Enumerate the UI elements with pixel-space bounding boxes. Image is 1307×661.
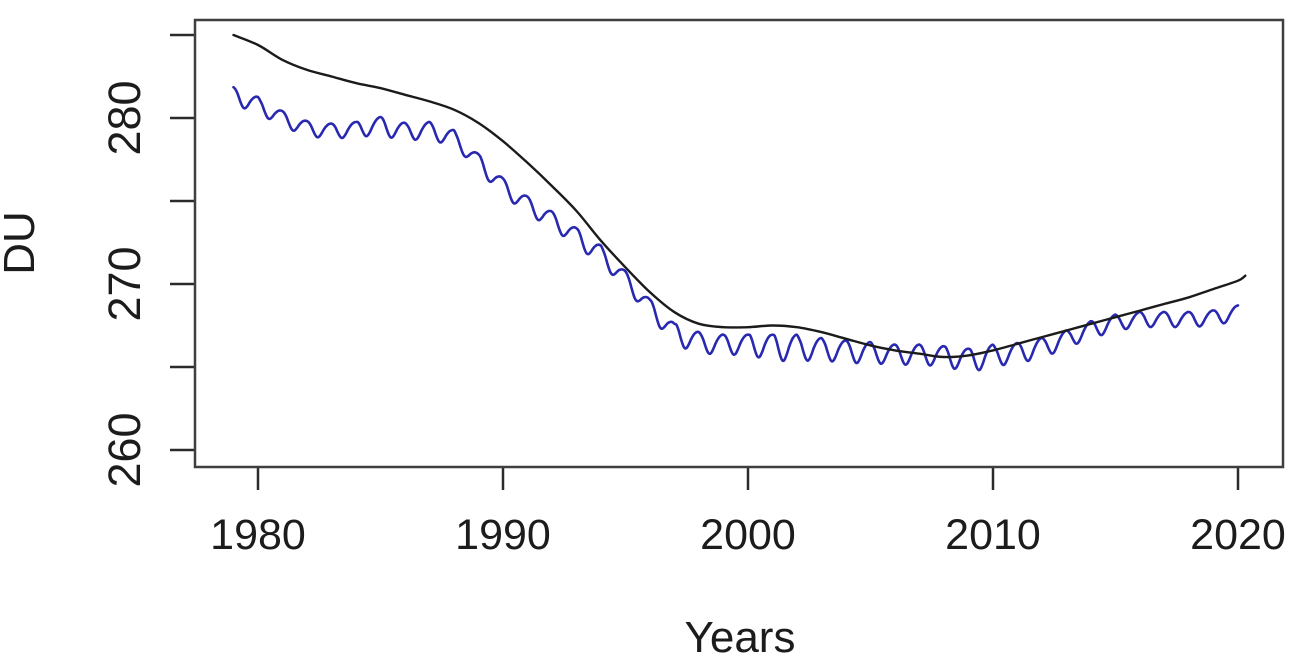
y-tick-label: 280 xyxy=(99,80,150,155)
y-axis-tick-labels: 260 270 280 xyxy=(99,80,150,487)
x-tick-label: 2000 xyxy=(700,511,796,559)
observed-monthly-line xyxy=(232,85,1240,372)
plot-border-box xyxy=(193,18,1285,469)
y-tick-label: 270 xyxy=(99,246,150,321)
x-axis-ticks xyxy=(256,467,1240,490)
x-axis-title: Years xyxy=(685,613,796,661)
plot-background xyxy=(195,20,1283,467)
x-tick-label: 1980 xyxy=(210,511,306,559)
x-tick-label: 2010 xyxy=(945,511,1041,559)
x-tick-label: 2020 xyxy=(1190,511,1286,559)
x-tick-label: 1990 xyxy=(455,511,551,559)
x-axis-tick-labels: 1980 1990 2000 2010 2020 xyxy=(210,511,1286,559)
y-tick-label: 260 xyxy=(99,412,150,487)
trend-line xyxy=(232,33,1247,359)
y-axis-ticks xyxy=(170,33,195,452)
data-series xyxy=(232,33,1247,372)
y-axis-title: DU xyxy=(0,211,44,275)
